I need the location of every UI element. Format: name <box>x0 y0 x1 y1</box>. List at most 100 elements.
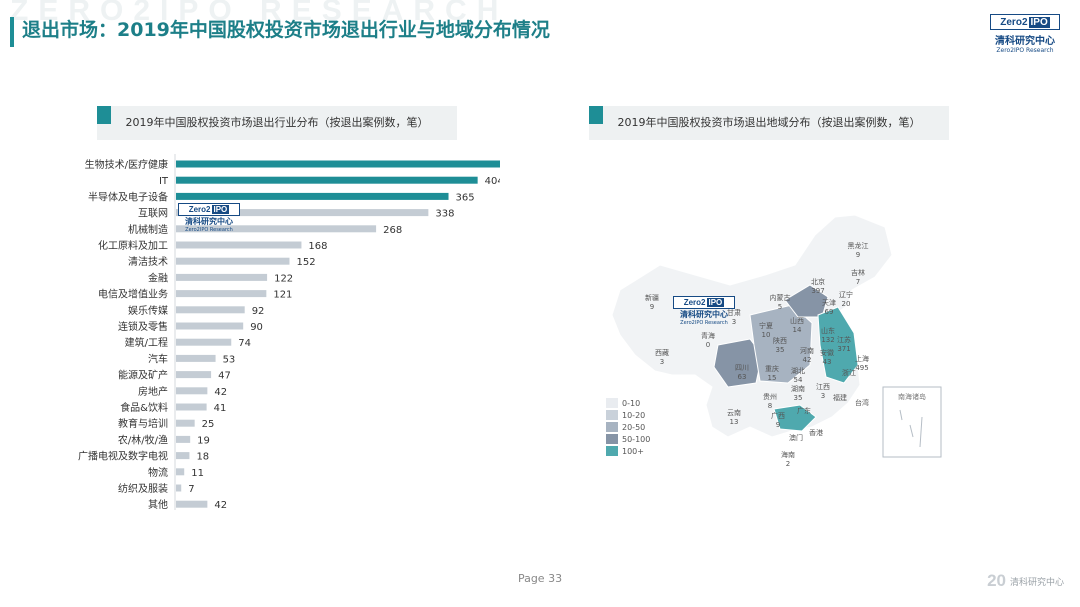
logo-two: 2 <box>206 205 211 214</box>
south-china-sea-inset <box>882 386 942 458</box>
region-name-label: 天津 <box>822 299 836 307</box>
region-value-label: 63 <box>738 373 747 381</box>
legend-label: 10-20 <box>622 410 646 420</box>
region-name-label: 新疆 <box>645 293 659 302</box>
chart-watermark-logo: Zero 2 IPO 清科研究中心 Zero2IPO Research <box>178 203 240 233</box>
logo-name-en: Zero2IPO Research <box>680 320 728 326</box>
region-name-label: 吉林 <box>851 268 865 277</box>
value-label: 404 <box>485 176 500 187</box>
industry-bar <box>176 354 216 362</box>
logo-two: 2 <box>701 298 706 307</box>
category-label: 房地产 <box>138 385 168 398</box>
category-label: 互联网 <box>138 208 168 220</box>
region-value-label: 397 <box>811 287 824 295</box>
brand-logo: Zero 2 IPO 清科研究中心 Zero2IPO Research <box>990 14 1060 54</box>
value-label: 7 <box>188 484 194 495</box>
region-value-label: 15 <box>768 374 777 382</box>
industry-chart-header: 2019年中国股权投资市场退出行业分布（按退出案例数，笔） <box>97 106 457 140</box>
watermark-logo-mark: Zero 2 IPO <box>673 296 735 309</box>
region-value-label: 42 <box>803 356 812 364</box>
header-accent-square <box>97 106 111 124</box>
region-value-label: 132 <box>821 336 834 344</box>
region-value-label: 9 <box>856 251 860 259</box>
category-label: 连锁及零售 <box>118 320 168 333</box>
region-name-label: 甘肃 <box>727 308 741 317</box>
industry-bar <box>176 500 208 508</box>
industry-bar <box>176 452 190 460</box>
region-name-label: 黑龙江 <box>848 241 869 250</box>
industry-bar <box>176 468 185 476</box>
region-chart-header: 2019年中国股权投资市场退出地域分布（按退出案例数，笔） <box>589 106 949 140</box>
logo-name-cn: 清科研究中心 <box>185 217 233 226</box>
logo-zero: Zero <box>683 298 702 307</box>
region-value-label: 43 <box>823 358 832 366</box>
value-label: 19 <box>197 435 210 446</box>
region-guangdong-fill <box>773 404 817 432</box>
region-name-label: 广西 <box>771 411 785 420</box>
region-value-label: 2 <box>786 460 790 468</box>
region-value-label: 35 <box>776 346 785 354</box>
region-name-label: 陕西 <box>773 336 787 345</box>
map-legend: 0-10 10-20 20-50 50-100 100+ <box>606 397 650 457</box>
industry-bar <box>176 225 377 233</box>
value-label: 53 <box>223 354 236 365</box>
industry-bar <box>176 306 245 314</box>
logo-two: 2 <box>1021 16 1028 28</box>
page-number: Page 33 <box>517 572 563 585</box>
category-label: 食品&饮料 <box>120 401 168 414</box>
region-value-label: 3 <box>660 358 664 366</box>
region-value-label: 495 <box>855 364 868 372</box>
industry-bar <box>176 257 290 265</box>
category-label: 纺织及服装 <box>118 482 168 495</box>
region-value-label: 371 <box>837 345 850 353</box>
region-value-label: 10 <box>762 331 771 339</box>
region-value-label: 3 <box>821 392 825 400</box>
value-label: 11 <box>191 468 204 479</box>
industry-bar <box>176 387 208 395</box>
legend-swatch <box>606 422 618 432</box>
watermark-logo-mark: Zero 2 IPO <box>178 203 240 216</box>
industry-bar <box>176 322 244 330</box>
region-value-label: 35 <box>794 394 803 402</box>
legend-item: 0-10 <box>606 397 650 409</box>
region-name-label: 福建 <box>833 393 847 402</box>
industry-bar <box>176 484 182 492</box>
category-label: 金融 <box>148 271 168 284</box>
value-label: 268 <box>383 225 402 236</box>
south-china-sea-label: 南海诸岛 <box>898 392 926 401</box>
legend-item: 50-100 <box>606 433 650 445</box>
category-label: 机械制造 <box>128 223 168 236</box>
industry-bar <box>176 338 232 346</box>
region-name-label: 山西 <box>790 316 804 325</box>
industry-bar <box>176 371 212 379</box>
logo-ipo: IPO <box>211 205 230 214</box>
industry-bar <box>176 435 191 443</box>
legend-swatch <box>606 434 618 444</box>
logo-zero: Zero <box>1000 16 1022 28</box>
value-label: 25 <box>202 419 215 430</box>
background-watermark: ZERO2IPO RESEARCH <box>10 0 509 27</box>
region-value-label: 20 <box>842 300 851 308</box>
region-value-label: 7 <box>856 278 860 286</box>
region-name-label: 江西 <box>816 383 830 391</box>
value-label: 122 <box>274 273 293 284</box>
inset-islands <box>899 409 923 448</box>
region-value-label: 0 <box>706 341 710 349</box>
region-name-label: 辽宁 <box>839 290 853 299</box>
legend-item: 10-20 <box>606 409 650 421</box>
category-label: 建筑/工程 <box>125 336 168 349</box>
region-name-label: 安徽 <box>820 348 834 357</box>
region-value-label: 14 <box>793 326 802 334</box>
value-label: 74 <box>238 338 251 349</box>
legend-label: 50-100 <box>622 434 651 444</box>
region-name-label: 台湾 <box>855 398 869 407</box>
industry-bar <box>176 419 195 427</box>
region-name-label: 山东 <box>821 326 835 335</box>
value-label: 338 <box>435 209 454 220</box>
region-name-label: 云南 <box>727 408 741 417</box>
logo-name-en: Zero2IPO Research <box>185 227 233 233</box>
category-label: IT <box>159 176 169 187</box>
footer-brand: 清科研究中心 <box>1009 577 1064 588</box>
logo-ipo: IPO <box>1028 16 1050 28</box>
category-label: 电信及增值业务 <box>98 288 168 301</box>
